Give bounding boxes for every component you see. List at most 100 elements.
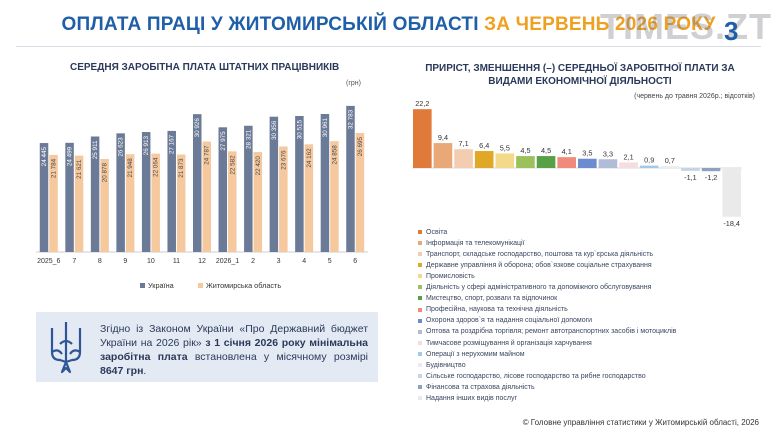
legend-swatch — [140, 283, 145, 288]
legend-item: Державне управління й оборона; обов`язко… — [418, 262, 652, 269]
bar-ukraine — [244, 125, 253, 252]
left-chart-title: СЕРЕДНЯ ЗАРОБІТНА ПЛАТА ШТАТНИХ ПРАЦІВНИ… — [70, 62, 340, 73]
x-tick-label: 9 — [123, 258, 127, 265]
legend-swatch — [418, 384, 422, 389]
legend-item: Операції з нерухомим майном — [418, 351, 525, 358]
x-tick-label: 8 — [98, 258, 102, 265]
x-tick-label: 5 — [328, 258, 332, 265]
bar-value-label: 24 787 — [204, 145, 211, 165]
bar-value-label: 28 321 — [245, 129, 252, 149]
legend-item: Будівництво — [418, 362, 466, 369]
x-tick-label: 6 — [353, 258, 357, 265]
right-chart-subtitle: (червень до травня 2026р.; відсотків) — [634, 93, 755, 100]
legend-label: Діяльність у сфері адміністративного та … — [426, 284, 652, 292]
bar-ukraine — [116, 133, 125, 252]
note-part-4: 8647 грн — [100, 365, 144, 377]
footer-copyright: © Головне управління статистики у Житоми… — [522, 418, 759, 427]
legend-swatch — [418, 351, 422, 356]
bar-oblast — [74, 155, 84, 252]
title-main: ОПЛАТА ПРАЦІ У ЖИТОМИРСЬКІЙ ОБЛАСТІ — [61, 14, 485, 35]
legend-label: Україна — [148, 281, 175, 290]
x-tick-label: 4 — [302, 258, 306, 265]
bar-value-label: 20 878 — [102, 162, 109, 182]
legend-label: Оптова та роздрібна торгівля; ремонт авт… — [426, 328, 677, 336]
bar-oblast — [176, 154, 186, 252]
bar-ukraine — [193, 114, 202, 252]
note-box — [36, 312, 378, 382]
legend-item: Фінансова та страхова діяльність — [418, 384, 535, 391]
bar-value-label: 30 926 — [194, 118, 201, 138]
bar-oblast — [228, 151, 237, 252]
bar-value-label: 22 064 — [153, 157, 160, 177]
bar-oblast — [330, 141, 339, 252]
x-tick-label: 10 — [147, 258, 155, 265]
bar-oblast — [202, 141, 211, 252]
legend-swatch — [418, 329, 422, 334]
legend-item: Мистецтво, спорт, розваги та відпочинок — [418, 295, 557, 302]
legend-label: Мистецтво, спорт, розваги та відпочинок — [426, 295, 558, 303]
bar-ukraine — [39, 143, 49, 252]
legend-item: Тимчасове розміщування й організація хар… — [418, 340, 592, 347]
x-tick-label: 2025_6 — [37, 258, 60, 265]
bar-ukraine — [295, 115, 304, 252]
bar-value-label: 30 961 — [322, 118, 329, 138]
legend-swatch — [198, 283, 203, 288]
bar-ukraine — [346, 105, 355, 252]
legend-item: Освіта — [418, 229, 447, 236]
legend-label: Освіта — [426, 229, 448, 236]
legend-swatch — [418, 285, 422, 290]
legend-swatch — [418, 373, 422, 378]
legend-swatch — [418, 241, 422, 246]
legend-label: Державне управління й оборона; обов`язко… — [426, 262, 652, 270]
legend-label: Транспорт, складське господарство, пошто… — [426, 251, 654, 259]
legend-label: Операції з нерухомим майном — [426, 350, 525, 358]
legend-label: Будівництво — [426, 361, 466, 369]
legend-label: Житомирська область — [206, 281, 281, 290]
legend-swatch — [418, 318, 422, 323]
bar-value-label: 26 913 — [143, 136, 150, 156]
legend-label: Сільське господарство, лісове господарст… — [426, 372, 646, 380]
watermark-logo: TIMES.ZT — [600, 6, 772, 47]
x-tick-label: 11 — [173, 258, 180, 265]
bar-ukraine — [320, 114, 330, 252]
legend-swatch — [418, 362, 422, 367]
bar-value-label: 21 873 — [178, 158, 185, 178]
legend-swatch — [418, 274, 422, 279]
legend-swatch — [418, 296, 422, 301]
bar-value-label: 21 948 — [127, 158, 134, 178]
bar-value-label: 25 911 — [92, 140, 99, 159]
bar-value-label: 23 676 — [280, 150, 287, 170]
bar-value-label: 22 582 — [229, 155, 236, 175]
legend-item: Сільське господарство, лісове господарст… — [418, 373, 646, 380]
bar-oblast — [100, 158, 109, 252]
note-part-2: з 1 січня 2026 року мінімальна заробітна… — [100, 337, 369, 363]
bar-value-label: 27 167 — [169, 134, 176, 154]
x-tick-label: 12 — [198, 258, 206, 265]
bar-value-label: 27 975 — [220, 131, 227, 151]
bar-ukraine — [141, 132, 151, 252]
bar-value-label: 30 515 — [296, 119, 303, 139]
bar-oblast — [151, 153, 160, 252]
bar-ukraine — [269, 116, 279, 252]
header-divider — [16, 46, 761, 47]
x-tick-label: 2 — [251, 258, 255, 265]
bar-value-label: 21 621 — [76, 159, 83, 179]
legend-item: Транспорт, складське господарство, пошто… — [418, 251, 653, 258]
bar-value-label: 21 784 — [51, 158, 58, 178]
note-part-5: . — [143, 365, 147, 377]
legend-swatch — [418, 230, 422, 235]
legend-item: Надання інших видів послуг — [418, 395, 517, 402]
bar-oblast — [125, 154, 135, 252]
legend-label: Професійна, наукова та технічна діяльніс… — [426, 306, 568, 314]
note-part-1: Згідно із Законом України «Про Державний… — [100, 323, 368, 349]
legend-swatch — [418, 263, 422, 268]
legend-label: Надання інших видів послуг — [426, 394, 518, 402]
bar-oblast — [304, 144, 314, 252]
bar-value-label: 24 445 — [41, 147, 48, 167]
bar-value-label: 30 356 — [271, 120, 278, 140]
bar-ukraine — [167, 130, 176, 252]
legend-label: Тимчасове розміщування й організація хар… — [426, 339, 592, 347]
legend-label: Фінансова та страхова діяльність — [426, 383, 535, 391]
right-chart-title: ПРИРІСТ, ЗМЕНШЕННЯ (–) СЕРЕДНЬОЇ ЗАРОБІТ… — [425, 63, 735, 87]
